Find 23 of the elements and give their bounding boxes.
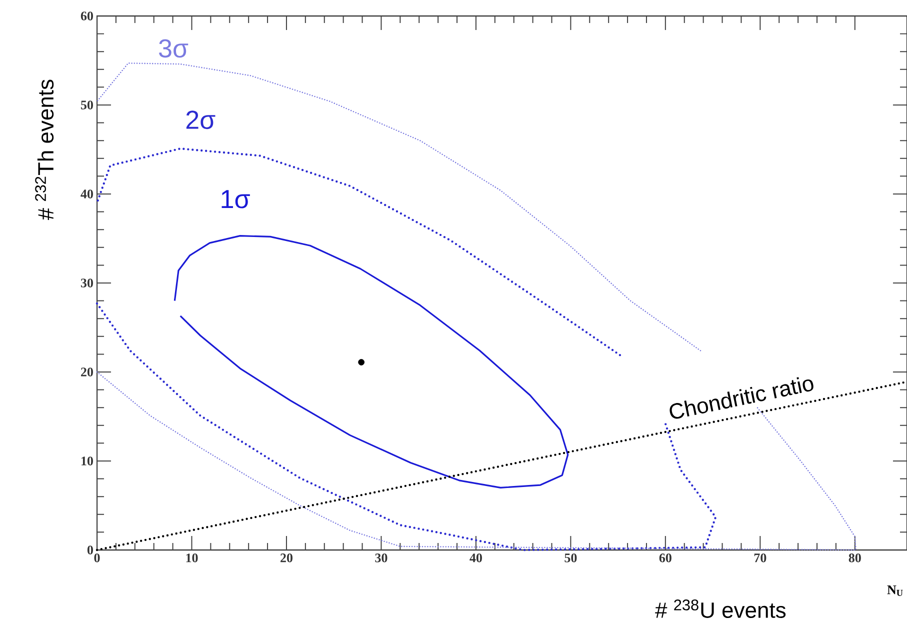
- x-tick-label: 10: [186, 554, 198, 562]
- y-tick-label: 60: [80, 12, 93, 20]
- series-label: 2σ: [186, 110, 216, 130]
- x-tick-label: 60: [659, 554, 672, 562]
- x-tick-label: 0: [94, 554, 100, 562]
- y-tick-label: 20: [81, 368, 93, 376]
- y-tick-label: 30: [80, 278, 93, 288]
- y-tick-label: 0: [87, 546, 93, 554]
- y-tick-label: 50: [80, 100, 93, 110]
- y-axis-title: # $^{232}$Th events: [35, 80, 54, 220]
- y-tick-label: 40: [80, 190, 93, 198]
- x-tick-label: 80: [848, 554, 861, 562]
- series-label: 3σ: [159, 39, 188, 58]
- series-label: 1σ: [222, 190, 250, 208]
- x-tick-label: 50: [564, 554, 577, 562]
- text: N$_{U}$: [887, 586, 903, 596]
- x-tick-label: 70: [754, 554, 766, 562]
- x-tick-label: 20: [280, 554, 292, 562]
- x-axis-title: # $^{238}$U events: [655, 599, 786, 618]
- y-tick-label: 10: [82, 456, 93, 466]
- text: Chondritic ratio: [670, 377, 814, 419]
- x-tick-label: 40: [470, 554, 482, 562]
- x-tick-label: 30: [375, 554, 388, 562]
